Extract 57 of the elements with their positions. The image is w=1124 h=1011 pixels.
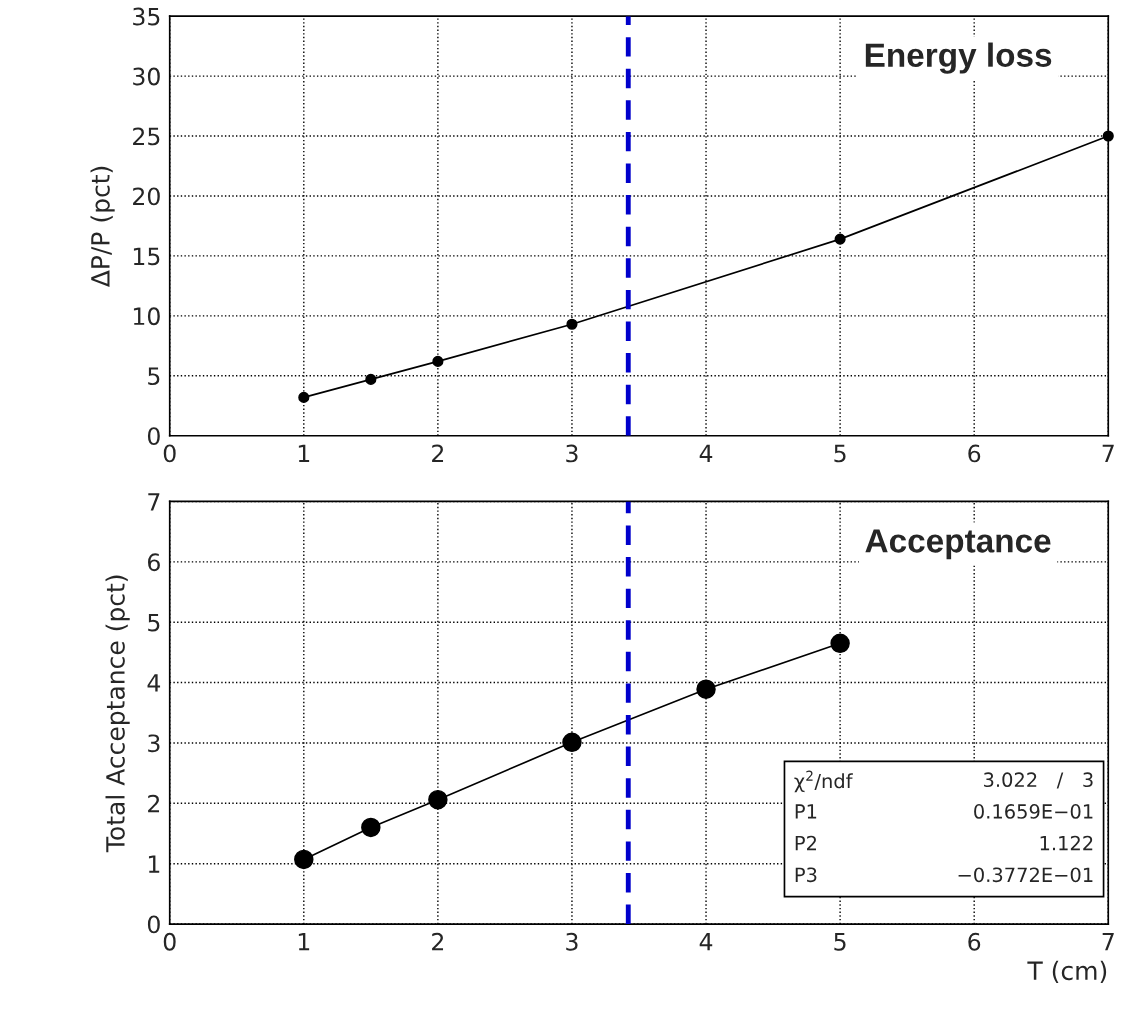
point xyxy=(294,849,314,870)
y-axis-title: Total Acceptance (pct) xyxy=(105,575,130,853)
text: Acceptance xyxy=(865,529,1051,560)
y-tick-label: 3 xyxy=(148,734,160,753)
y-axis-title: ΔP/P (pct) xyxy=(90,166,115,288)
x-tick-label: 0 xyxy=(163,932,176,951)
y-tick-label: 2 xyxy=(148,794,160,813)
point xyxy=(562,732,582,753)
y-tick-label: 25 xyxy=(133,127,160,146)
x-tick-label: 3 xyxy=(566,932,578,951)
point xyxy=(298,391,310,403)
x-tick-label: 5 xyxy=(834,933,846,951)
y-tick-label: 0 xyxy=(147,915,160,934)
x-axis-title: T (cm) xyxy=(1027,960,1107,984)
annotation: P3 xyxy=(795,867,817,883)
point xyxy=(830,633,850,654)
x-tick-label: 2 xyxy=(432,932,444,951)
y-tick-label: 5 xyxy=(148,613,160,632)
point xyxy=(365,373,377,385)
x-tick-label: 2 xyxy=(432,444,444,463)
annotation: χ$^{2}$/ndf xyxy=(794,770,853,793)
x-tick-label: 0 xyxy=(163,444,176,463)
point xyxy=(834,233,846,245)
point xyxy=(566,318,578,330)
point xyxy=(361,817,381,838)
x-tick-label: 7 xyxy=(1102,933,1114,951)
y-tick-label: 4 xyxy=(147,674,161,692)
x-tick-label: 3 xyxy=(566,444,578,463)
annotation: 0.1659E−01 xyxy=(974,804,1093,819)
x-tick-label: 7 xyxy=(1102,444,1114,463)
y-tick-label: 20 xyxy=(133,187,160,206)
text: Energy loss xyxy=(865,42,1052,74)
annotation: 1.122 xyxy=(1040,835,1093,851)
point xyxy=(696,679,716,699)
point xyxy=(428,789,448,810)
y-tick-label: 10 xyxy=(133,307,160,326)
y-tick-label: 6 xyxy=(148,553,160,572)
y-tick-label: 35 xyxy=(133,7,160,26)
x-tick-label: 1 xyxy=(298,933,310,951)
point xyxy=(1102,130,1114,142)
y-tick-label: 0 xyxy=(147,427,160,446)
x-tick-label: 1 xyxy=(298,444,310,463)
annotation: P1 xyxy=(795,804,817,819)
y-tick-label: 30 xyxy=(133,67,160,86)
x-tick-label: 4 xyxy=(699,933,713,951)
y-tick-label: 15 xyxy=(133,247,160,266)
y-tick-label: 7 xyxy=(148,493,160,511)
x-tick-label: 4 xyxy=(699,444,713,463)
annotation: 3.022 / 3 xyxy=(984,772,1093,789)
x-tick-label: 6 xyxy=(968,932,981,951)
x-tick-label: 5 xyxy=(834,444,846,463)
annotation: −0.3772E−01 xyxy=(958,867,1093,883)
x-tick-label: 6 xyxy=(968,444,981,463)
point xyxy=(432,355,444,367)
y-tick-label: 1 xyxy=(148,855,160,873)
y-tick-label: 5 xyxy=(148,367,160,386)
annotation: P2 xyxy=(795,835,816,851)
